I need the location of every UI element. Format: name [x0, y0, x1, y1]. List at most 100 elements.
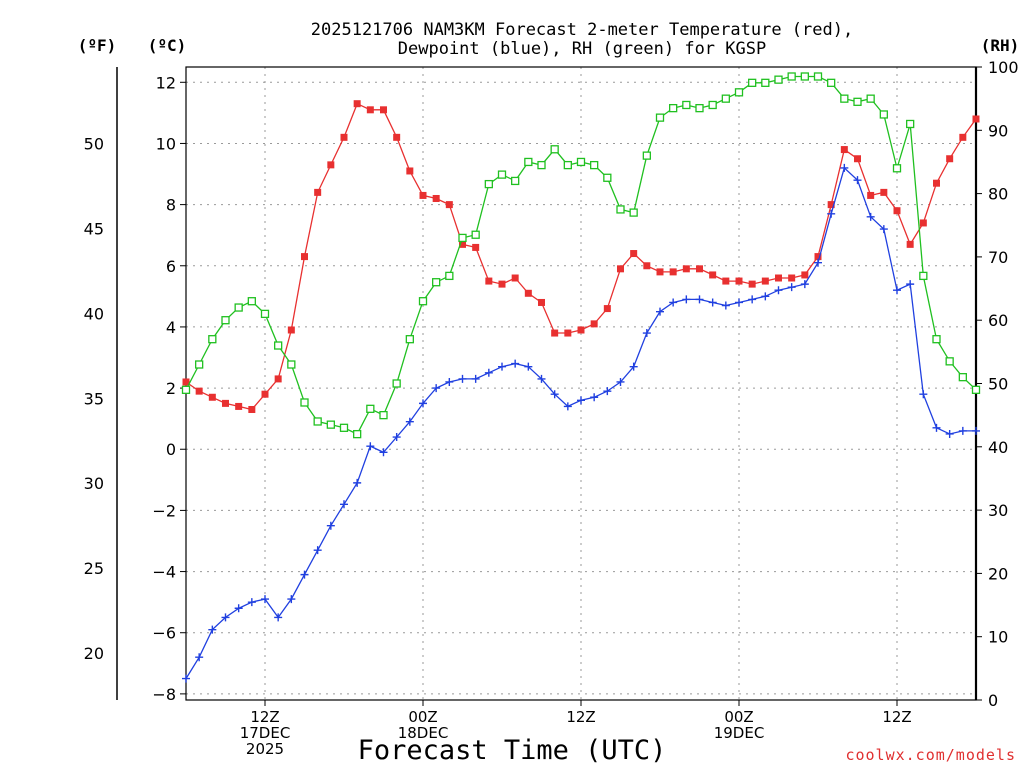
time-tick-label: 00Z	[408, 708, 437, 726]
temperature-point	[801, 271, 809, 279]
temperature-point	[603, 305, 611, 313]
temperature-point	[564, 329, 572, 337]
temperature-point	[761, 277, 769, 285]
celsius-tick-label: 10	[156, 134, 176, 153]
dewpoint-point	[326, 521, 335, 530]
rh-point	[392, 379, 401, 388]
celsius-tick-label: 12	[156, 73, 176, 92]
temperature-point	[867, 191, 875, 199]
rh-point	[919, 271, 928, 281]
rh-point	[181, 385, 191, 394]
temperature-point	[287, 326, 295, 334]
temperature-point	[880, 188, 888, 196]
temperature-point	[235, 402, 243, 410]
dewpoint-point	[669, 298, 678, 307]
rh-point	[353, 429, 362, 439]
dewpoint-point	[708, 298, 717, 307]
temperature-point	[814, 253, 822, 261]
dewpoint-point	[419, 399, 427, 408]
dewpoint-point	[537, 374, 546, 383]
axes	[116, 66, 982, 706]
dewpoint-point	[827, 209, 836, 218]
dewpoint-line	[185, 166, 976, 679]
dewpoint-point	[274, 613, 283, 622]
rh-point	[906, 119, 915, 129]
celsius-tick-label: 2	[166, 379, 176, 398]
dewpoint-point	[379, 448, 388, 457]
rh-tick-label: 80	[988, 185, 1008, 204]
dewpoint-point	[800, 280, 809, 289]
rh-point	[971, 385, 981, 394]
dewpoint-point	[761, 292, 770, 301]
fahrenheit-tick-labels: 50 45 40 35 30 25 20	[84, 134, 104, 663]
rh-tick-label: 40	[988, 438, 1008, 457]
temperature-point	[906, 240, 914, 248]
rh-tick-label: 0	[988, 691, 998, 710]
dewpoint-point	[906, 280, 915, 289]
temperature-point	[590, 320, 598, 328]
rh-point	[405, 335, 414, 344]
rh-point	[853, 97, 862, 106]
dewpoint-point	[735, 298, 743, 307]
temperature-point	[551, 329, 559, 337]
celsius-tick-label: −2	[152, 501, 176, 520]
temperature-point	[617, 265, 624, 273]
rh-point	[326, 420, 335, 429]
fahrenheit-tick-label: 25	[84, 559, 104, 578]
dewpoint-point	[550, 390, 559, 399]
dewpoint-point	[866, 212, 875, 221]
dewpoint-point	[366, 442, 375, 451]
temperature-point	[511, 274, 519, 282]
rh-point	[234, 303, 243, 312]
temperature-point	[656, 268, 664, 276]
temperature-point	[301, 253, 308, 261]
dewpoint-point	[313, 546, 322, 555]
rh-point	[800, 72, 809, 81]
dewpoint-point	[524, 362, 533, 371]
rh-point	[247, 297, 256, 306]
temperature-point	[366, 106, 374, 114]
rh-point	[471, 230, 480, 239]
temperature-point	[327, 161, 335, 169]
rh-point	[748, 78, 757, 87]
rh-point	[629, 208, 638, 217]
dewpoint-point	[590, 393, 599, 402]
dewpoint-point	[195, 653, 204, 662]
dewpoint-point	[814, 258, 822, 267]
temperature-point	[459, 240, 466, 248]
rh-tick-label: 70	[988, 248, 1008, 267]
dewpoint-point	[353, 478, 362, 487]
rh-point	[432, 278, 441, 287]
temperature-point	[353, 100, 361, 108]
rh-point	[497, 170, 507, 179]
dewpoint-point	[893, 286, 901, 295]
dewpoint-point	[932, 423, 941, 432]
rh-point	[616, 205, 625, 214]
temperature-point	[827, 201, 835, 209]
dewpoint-point	[616, 377, 625, 386]
dewpoint-point	[405, 417, 414, 426]
temperature-point	[735, 277, 743, 285]
temperature-point	[248, 405, 256, 413]
dewpoint-point	[182, 674, 190, 683]
dewpoint-point	[392, 433, 401, 442]
temperature-point	[432, 194, 440, 202]
celsius-tick-label: −4	[152, 563, 176, 582]
temperature-point	[630, 250, 638, 258]
temperature-point	[222, 399, 229, 407]
dewpoint-point	[958, 426, 967, 435]
dewpoint-point	[247, 598, 256, 607]
dewpoint-point	[484, 368, 493, 377]
rh-point	[379, 410, 388, 420]
dewpoint-point	[234, 604, 243, 613]
rh-point	[866, 94, 875, 103]
fahrenheit-tick-label: 40	[84, 304, 104, 323]
dewpoint-point	[682, 295, 691, 304]
rh-axis-label: (RH)	[981, 36, 1020, 55]
dewpoint-point	[787, 283, 796, 292]
rh-point	[524, 157, 533, 167]
chart-title-line-2: Dewpoint (blue), RH (green) for KGSP	[398, 39, 766, 59]
temperature-point	[524, 289, 532, 297]
